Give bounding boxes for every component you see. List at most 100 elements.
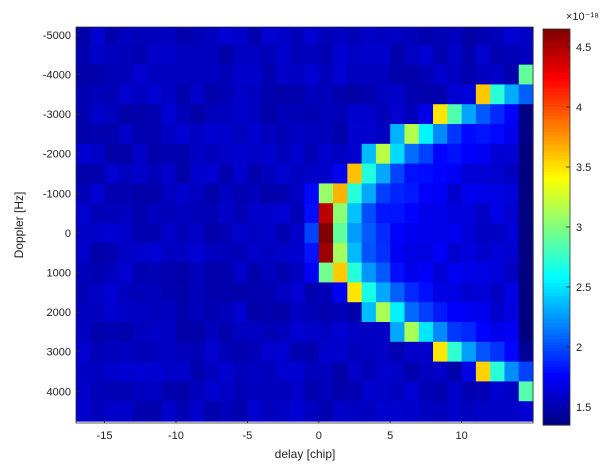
heatmap-cell (104, 282, 120, 303)
heatmap-cell (318, 84, 334, 105)
colorbar-segment (543, 421, 570, 426)
heatmap-cell (133, 163, 149, 185)
heatmap-cell (275, 143, 291, 165)
heatmap-cell (447, 27, 463, 46)
heatmap-cell (275, 322, 291, 343)
heatmap-cell (318, 381, 334, 402)
colorbar-segment (543, 121, 570, 126)
heatmap-cell (418, 104, 434, 125)
heatmap-cell (275, 302, 291, 323)
heatmap-cell (290, 27, 306, 46)
heatmap-cell (76, 242, 91, 264)
heatmap-cell (475, 381, 491, 402)
heatmap-cell (90, 223, 106, 244)
heatmap-cell (290, 44, 306, 66)
heatmap-cell (218, 44, 234, 66)
heatmap-cell (333, 44, 348, 66)
heatmap-cell (218, 361, 234, 383)
heatmap-cell (161, 401, 177, 422)
heatmap-cell (175, 64, 191, 86)
y-tick-label: -4000 (43, 70, 71, 82)
heatmap-cell (361, 262, 377, 284)
heatmap-cell (404, 104, 420, 125)
heatmap-cell (90, 203, 106, 224)
colorbar-segment (543, 134, 570, 138)
heatmap-cell (118, 64, 134, 86)
heatmap-cell (375, 282, 391, 303)
heatmap-cell (390, 381, 406, 402)
heatmap-cell (333, 401, 348, 422)
heatmap-cell (504, 64, 520, 86)
heatmap-cell (404, 124, 420, 145)
heatmap-cell (447, 143, 463, 165)
heatmap-cell (418, 163, 434, 185)
heatmap-cell (90, 124, 106, 145)
colorbar-segment (543, 261, 570, 265)
heatmap-cell (318, 203, 334, 224)
colorbar-segment (543, 298, 570, 302)
heatmap-cell (475, 401, 491, 422)
heatmap-cell (504, 381, 520, 402)
colorbar-segment (543, 236, 570, 240)
heatmap-cell (518, 341, 534, 363)
colorbar-segment (543, 38, 570, 42)
heatmap-cell (433, 143, 448, 165)
heatmap-cell (375, 361, 391, 383)
colorbar-segment (543, 100, 570, 104)
heatmap-cell (518, 282, 534, 303)
colorbar-segment (543, 375, 570, 380)
heatmap-cell (390, 242, 406, 264)
heatmap-cell (204, 282, 220, 303)
heatmap-cell (190, 203, 206, 224)
heatmap-cell (418, 124, 434, 145)
heatmap-cell (447, 401, 463, 422)
heatmap-cell (304, 341, 320, 363)
heatmap-cell (433, 124, 448, 145)
heatmap-cell (247, 183, 263, 204)
colorbar-segment (543, 180, 570, 185)
heatmap-cell (404, 163, 420, 185)
colorbar-segment (543, 387, 570, 392)
heatmap-cell (318, 124, 334, 145)
heatmap-cell (175, 104, 191, 125)
colorbar-segment (543, 270, 570, 274)
heatmap-cell (275, 183, 291, 204)
heatmap-cell (333, 361, 348, 383)
colorbar-segment (543, 69, 570, 73)
heatmap-cell (161, 262, 177, 284)
heatmap-cell (190, 223, 206, 244)
heatmap-cell (404, 143, 420, 165)
heatmap-cell (261, 341, 277, 363)
heatmap-cell (175, 401, 191, 422)
heatmap-cell (404, 262, 420, 284)
colorbar-tick-label: 2.5 (576, 282, 591, 294)
heatmap-cell (304, 124, 320, 145)
heatmap-cell (261, 302, 277, 323)
colorbar-segment (543, 288, 570, 293)
heatmap-cell (147, 64, 163, 86)
heatmap-cell (133, 361, 149, 383)
heatmap-cell (433, 183, 448, 204)
colorbar-segment (543, 338, 570, 343)
heatmap-cell (461, 401, 477, 422)
heatmap-cell (76, 223, 91, 244)
colorbar-segment (543, 137, 570, 141)
colorbar-segment (543, 254, 570, 259)
heatmap-cell (518, 104, 534, 125)
heatmap-cell (347, 64, 363, 86)
colorbar-segment (543, 360, 570, 364)
y-axis-label: Doppler [Hz] (12, 192, 26, 259)
heatmap-cell (404, 27, 420, 46)
colorbar-segment (543, 239, 570, 244)
heatmap-cell (204, 223, 220, 244)
heatmap-cell (475, 242, 491, 264)
colorbar-segment (543, 397, 570, 401)
heatmap-cell (90, 27, 106, 46)
colorbar-segment (543, 245, 570, 250)
heatmap-cell (76, 302, 91, 323)
heatmap-cell (247, 223, 263, 244)
heatmap-cell (518, 44, 534, 66)
heatmap-cell (361, 361, 377, 383)
heatmap-cell (347, 44, 363, 66)
heatmap-cell (375, 322, 391, 343)
